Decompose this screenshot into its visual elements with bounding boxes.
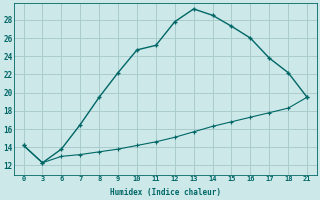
X-axis label: Humidex (Indice chaleur): Humidex (Indice chaleur) <box>110 188 221 197</box>
